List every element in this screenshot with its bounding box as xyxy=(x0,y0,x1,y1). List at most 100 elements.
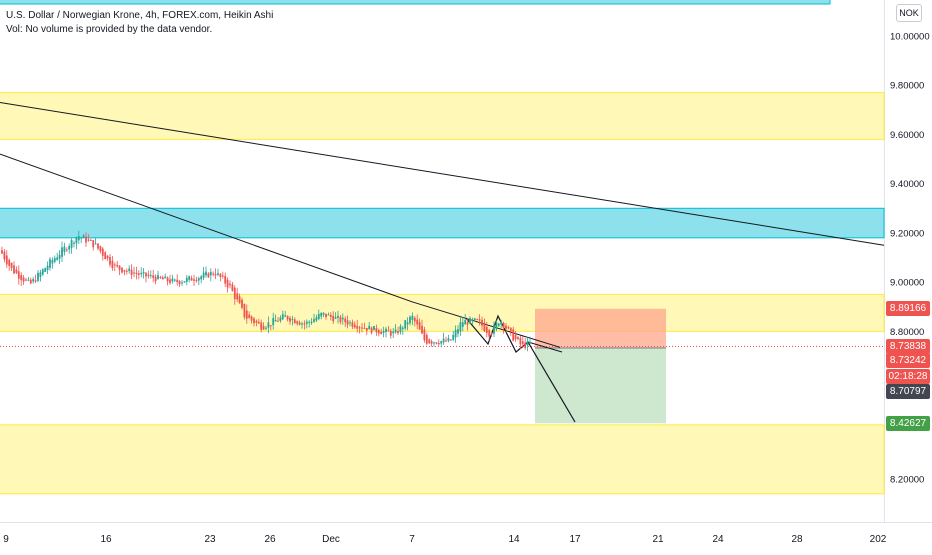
symbol-title: U.S. Dollar / Norwegian Krone, 4h, FOREX… xyxy=(6,10,274,21)
candle-body xyxy=(231,284,234,291)
candle-body xyxy=(255,320,258,323)
candle-body xyxy=(224,275,227,284)
candle-body xyxy=(464,319,467,325)
candle-body xyxy=(423,329,426,341)
candle-body xyxy=(291,319,294,321)
candle-body xyxy=(461,322,464,327)
candle-body xyxy=(459,322,462,332)
candle-body xyxy=(94,243,97,245)
candle-body xyxy=(145,272,147,277)
candle-body xyxy=(493,324,495,334)
candle-body xyxy=(49,259,51,268)
candle-body xyxy=(521,341,524,344)
candle-body xyxy=(51,260,54,264)
candle-body xyxy=(106,255,109,259)
price-tag-stop: 8.89166 xyxy=(886,301,930,316)
candle-body xyxy=(387,330,390,332)
candle-body xyxy=(308,321,311,323)
candle-body xyxy=(161,277,164,280)
candle-body xyxy=(109,256,111,265)
candle-body xyxy=(466,322,469,325)
candle-body xyxy=(137,273,140,275)
candle-body xyxy=(68,245,71,250)
candle-body xyxy=(195,280,198,282)
candle-body xyxy=(142,271,145,274)
candle-body xyxy=(332,315,335,322)
x-tick-label: 23 xyxy=(204,534,216,545)
candle-body xyxy=(428,339,431,344)
candle-body xyxy=(149,275,152,277)
candle-body xyxy=(514,334,517,340)
candle-body xyxy=(353,324,356,328)
candle-body xyxy=(13,265,15,274)
candle-body xyxy=(495,322,498,330)
candle-body xyxy=(404,320,407,329)
candle-body xyxy=(41,269,44,275)
candle-body xyxy=(421,325,423,334)
candle-body xyxy=(77,236,80,241)
candle-body xyxy=(481,319,483,326)
candle-body xyxy=(200,276,203,280)
x-tick-label: 9 xyxy=(3,534,9,545)
trendline-short-ext xyxy=(411,301,561,348)
candle-body xyxy=(476,319,479,321)
candle-body xyxy=(229,283,231,286)
x-tick-label: Dec xyxy=(322,534,340,545)
candle-body xyxy=(447,338,450,341)
candle-body xyxy=(53,258,56,262)
candle-body xyxy=(346,320,349,325)
candle-body xyxy=(32,279,35,282)
y-tick-label: 8.80000 xyxy=(890,327,924,338)
candle-body xyxy=(267,322,270,328)
candle-body xyxy=(272,317,275,326)
candle-body xyxy=(159,276,162,278)
candle-body xyxy=(25,279,27,281)
candle-body xyxy=(365,327,368,331)
candle-body xyxy=(85,236,87,243)
currency-button[interactable]: NOK xyxy=(896,4,922,22)
candle-body xyxy=(154,276,157,282)
candle-body xyxy=(133,272,135,274)
candle-body xyxy=(509,327,512,332)
candle-body xyxy=(317,313,320,319)
candle-body xyxy=(188,276,191,280)
candle-body xyxy=(245,310,248,319)
candle-body xyxy=(181,282,183,284)
candle-body xyxy=(75,237,78,244)
candle-body xyxy=(279,317,282,321)
candle-body xyxy=(454,329,457,338)
candle-body xyxy=(22,277,25,282)
candle-body xyxy=(123,270,126,272)
candle-body xyxy=(305,321,308,324)
countdown-tag: 02:18:28 xyxy=(886,369,930,384)
candle-body xyxy=(526,341,529,346)
candle-body xyxy=(15,269,18,273)
candle-body xyxy=(236,293,239,300)
candle-body xyxy=(152,275,155,278)
candle-body xyxy=(284,315,287,317)
candle-body xyxy=(449,339,452,341)
candle-body xyxy=(89,239,92,241)
candle-body xyxy=(238,296,241,304)
candle-body xyxy=(97,243,99,249)
candle-body xyxy=(113,264,116,266)
take-profit-zone xyxy=(535,347,666,424)
trendline-long xyxy=(0,101,885,246)
x-tick-label: 21 xyxy=(652,534,664,545)
candle-body xyxy=(497,323,500,326)
candle-body xyxy=(392,331,395,334)
price-tag-entry: 8.73242 xyxy=(886,353,930,368)
zone-support-4 xyxy=(0,424,885,495)
candle-body xyxy=(193,279,195,281)
candle-body xyxy=(217,273,219,275)
zone-resistance-0 xyxy=(0,0,831,5)
candle-body xyxy=(341,317,344,320)
chart-legend: U.S. Dollar / Norwegian Krone, 4h, FOREX… xyxy=(6,9,273,37)
candle-body xyxy=(101,248,104,256)
candle-body xyxy=(46,265,49,271)
candle-body xyxy=(212,273,215,275)
candle-body xyxy=(58,254,61,259)
candle-body xyxy=(457,329,459,334)
